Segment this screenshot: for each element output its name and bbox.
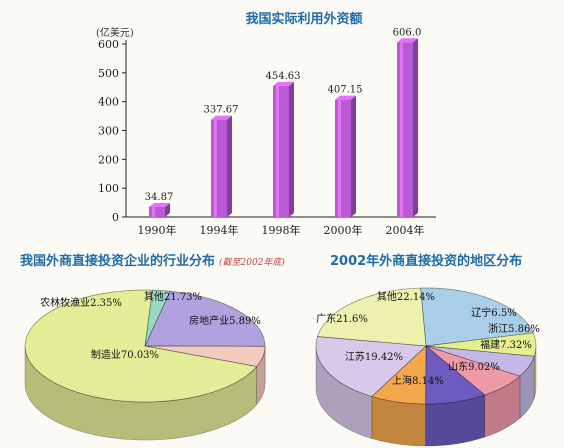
y-tick-label: 300 bbox=[98, 125, 119, 138]
bar-value-label: 606.0 bbox=[393, 27, 422, 38]
bar-front bbox=[397, 42, 413, 217]
industry-pie-title-wrap: 我国外商直接投资企业的行业分布 (截至2002年底) bbox=[20, 250, 285, 269]
bar-1990年 bbox=[149, 203, 170, 217]
x-tick-label: 1994年 bbox=[200, 223, 239, 237]
y-tick-label: 400 bbox=[98, 96, 119, 109]
pie-slice-label: 其他22.14% bbox=[377, 290, 435, 303]
bar-highlight bbox=[276, 86, 279, 217]
pie-slice-label: 辽宁6.5% bbox=[471, 306, 516, 319]
pie-slice-label: 房地产业5.89% bbox=[189, 314, 261, 327]
bar-front bbox=[149, 207, 165, 217]
pie-slice-label: 上海8.14% bbox=[392, 374, 444, 387]
pie-slice-label: 浙江5.86% bbox=[488, 323, 540, 335]
bar-highlight bbox=[152, 207, 155, 217]
region-pie-chart: 其他22.14% 辽宁6.5% 浙江5.86% 福建7.32% 山东9.02% 上海8.1… bbox=[298, 268, 558, 448]
bar-2000年 bbox=[335, 96, 356, 217]
industry-pie-subtitle: (截至2002年底) bbox=[219, 258, 285, 268]
pie-slice-label: 制造业70.03% bbox=[91, 348, 159, 361]
bar-side bbox=[413, 38, 418, 217]
y-tick-label: 100 bbox=[98, 182, 119, 195]
bar-front bbox=[335, 100, 351, 217]
y-tick-label: 500 bbox=[98, 67, 119, 80]
bar-side bbox=[227, 116, 232, 217]
bar-value-label: 407.15 bbox=[328, 85, 363, 96]
bar-front bbox=[211, 120, 227, 217]
pie-slice-label: 其他21.73% bbox=[144, 290, 202, 303]
x-tick-label: 1998年 bbox=[262, 223, 301, 237]
bar-side bbox=[289, 82, 294, 217]
pie-slice-label: 福建7.32% bbox=[480, 338, 532, 351]
x-tick-label: 2000年 bbox=[324, 223, 363, 237]
bar-highlight bbox=[338, 100, 341, 217]
bar-value-label: 34.87 bbox=[145, 192, 174, 203]
bar-1998年 bbox=[273, 82, 294, 217]
bar-side bbox=[351, 96, 356, 217]
industry-pie-chart: 其他21.73% 房地产业5.89% 制造业70.03% 农林牧渔业2.35% bbox=[5, 268, 295, 448]
pie-slice-label: 农林牧渔业2.35% bbox=[40, 296, 122, 309]
pie-slice-label: 江苏19.42% bbox=[345, 350, 403, 363]
pie-slice-label: 广东21.6% bbox=[316, 312, 368, 325]
bar-value-label: 337.67 bbox=[204, 105, 239, 116]
y-tick-label: 0 bbox=[112, 211, 119, 224]
y-tick-label: 200 bbox=[98, 153, 119, 166]
bar-1994年 bbox=[211, 116, 232, 217]
x-tick-label: 1990年 bbox=[138, 223, 177, 237]
region-pie-title: 2002年外商直接投资的地区分布 bbox=[330, 250, 522, 269]
bar-value-label: 454.63 bbox=[266, 71, 301, 82]
pie-slice-label: 山东9.02% bbox=[448, 360, 500, 373]
industry-pie-title: 我国外商直接投资企业的行业分布 bbox=[20, 254, 215, 269]
bar-front bbox=[273, 86, 289, 217]
y-tick-label: 600 bbox=[98, 38, 119, 51]
bar-highlight bbox=[214, 120, 217, 217]
bar-highlight bbox=[400, 42, 403, 217]
bar-2004年 bbox=[397, 38, 418, 217]
x-tick-label: 2004年 bbox=[386, 223, 425, 237]
